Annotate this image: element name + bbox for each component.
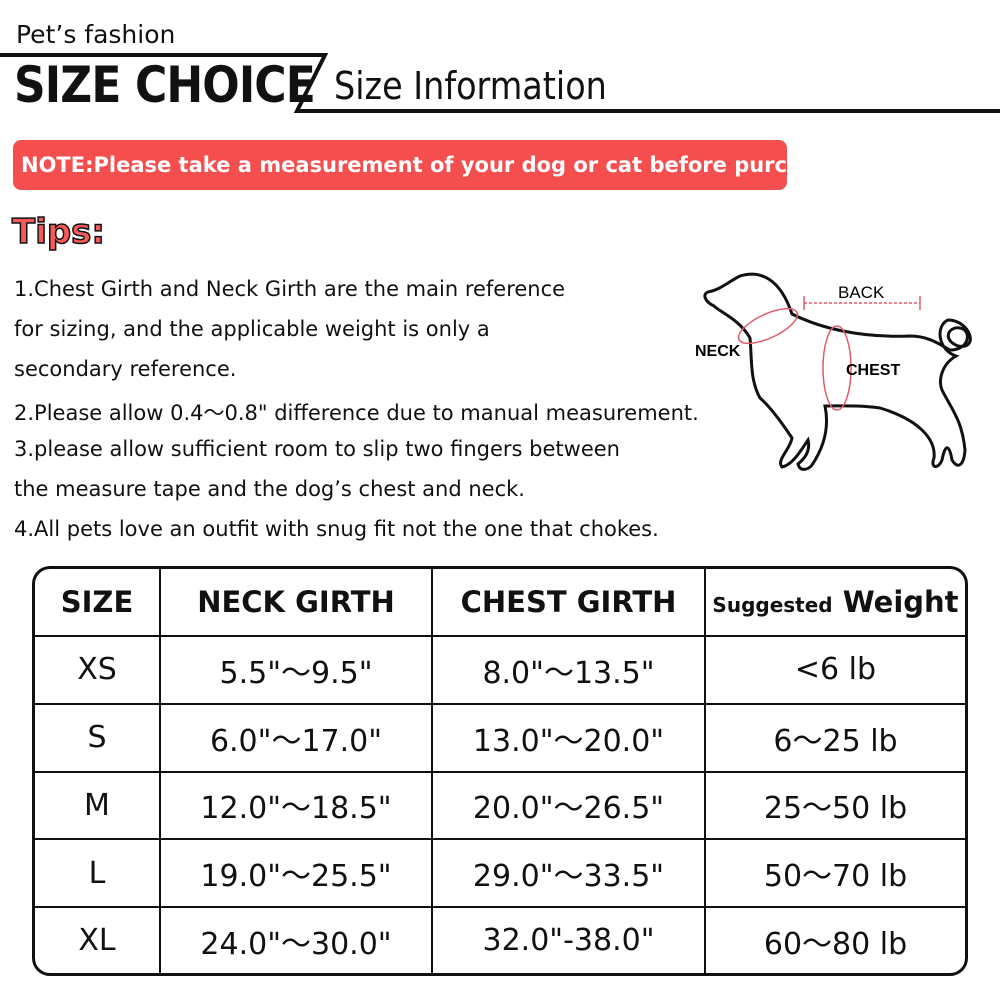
cell-neck: 12.0"～18.5" <box>161 772 433 841</box>
chest-label: CHEST <box>846 362 900 379</box>
header-weight: Suggested Weight <box>706 569 965 637</box>
page-subtitle: Size Information <box>334 64 607 108</box>
header-size: SIZE <box>35 569 161 637</box>
cell-size: M <box>35 772 161 841</box>
cell-chest: 13.0"～20.0" <box>433 704 706 773</box>
header-chest-girth: CHEST GIRTH <box>433 569 706 637</box>
note-banner: NOTE:Please take a measurement of your d… <box>13 140 866 190</box>
table-row: XL 24.0"～30.0" 32.0"-38.0" 60～80 lb <box>35 908 965 973</box>
tip-line: secondary reference. <box>14 357 237 381</box>
table-row: XS 5.5"～9.5" 8.0"～13.5" <6 lb <box>35 637 965 705</box>
size-table: SIZE NECK GIRTH CHEST GIRTH Suggested We… <box>32 566 968 976</box>
header-neck-girth: NECK GIRTH <box>161 569 433 637</box>
brand-label: Pet’s fashion <box>16 20 176 49</box>
cell-chest: 20.0"～26.5" <box>433 772 706 841</box>
table-row: S 6.0"～17.0" 13.0"～20.0" 6～25 lb <box>35 704 965 773</box>
cell-chest: 8.0"～13.5" <box>433 637 706 705</box>
cell-neck: 5.5"～9.5" <box>161 637 433 705</box>
table-row: M 12.0"～18.5" 20.0"～26.5" 25～50 lb <box>35 772 965 841</box>
cell-size: L <box>35 840 161 909</box>
cell-size: S <box>35 704 161 773</box>
back-label: BACK <box>838 283 885 302</box>
cell-chest: 32.0"-38.0" <box>433 908 706 973</box>
header-weight-prefix: Suggested <box>712 593 833 617</box>
tip-line: 1.Chest Girth and Neck Girth are the mai… <box>14 277 566 301</box>
dog-measurement-diagram: BACK NECK CHEST <box>695 272 972 471</box>
cell-weight: 6～25 lb <box>706 705 965 773</box>
dog-outline-icon <box>703 272 972 471</box>
tips-heading: Tips: <box>11 211 106 253</box>
tip-line: 4.All pets love an outfit with snug fit … <box>14 517 659 541</box>
cell-neck: 24.0"～30.0" <box>161 908 433 973</box>
cell-weight: 60～80 lb <box>763 926 908 962</box>
neck-label: NECK <box>695 343 741 360</box>
cell-weight: <6 lb <box>706 637 965 705</box>
tip-line: for sizing, and the applicable weight is… <box>14 317 490 341</box>
header-frame <box>0 53 1000 113</box>
cell-size: XS <box>35 637 161 705</box>
cell-neck: 6.0"～17.0" <box>161 704 433 773</box>
tip-line: 3.please allow sufficient room to slip t… <box>14 437 620 461</box>
header-weight-main: Weight <box>842 585 959 619</box>
cell-neck: 19.0"～25.5" <box>161 840 433 909</box>
page-title: SIZE CHOICE <box>14 56 316 114</box>
tip-line: 2.Please allow 0.4～0.8" difference due t… <box>14 401 699 425</box>
cell-weight: 50～70 lb <box>706 840 965 909</box>
tip-line: the measure tape and the dog’s chest and… <box>14 477 525 501</box>
table-row: L 19.0"～25.5" 29.0"～33.5" 50～70 lb <box>35 840 965 909</box>
cell-size: XL <box>35 908 161 973</box>
cell-weight: 25～50 lb <box>706 773 965 841</box>
cell-chest: 29.0"～33.5" <box>433 840 706 909</box>
